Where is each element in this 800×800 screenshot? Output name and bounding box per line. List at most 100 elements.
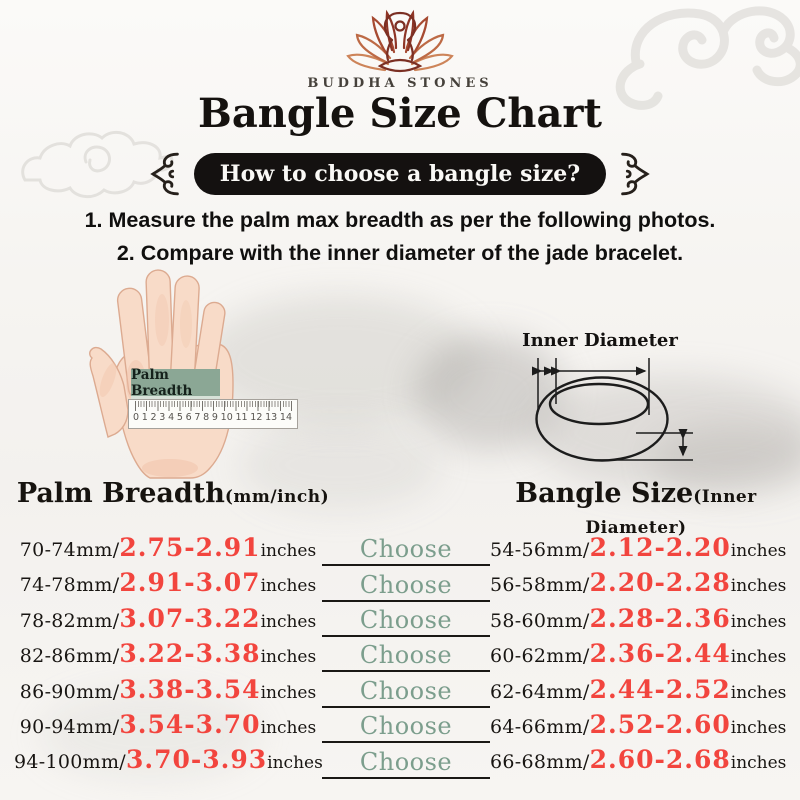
ruler-number: 7 xyxy=(194,412,201,423)
palm-breadth-header: Palm Breadth(mm/inch) xyxy=(8,478,338,514)
ruler-number: 0 xyxy=(133,412,140,423)
inches-unit: inches xyxy=(260,682,317,703)
palm-inch-range: 2.75-2.91 xyxy=(119,533,261,562)
size-table-row: 90-94mm/3.54-3.70inches Choose 64-66mm/2… xyxy=(0,710,800,745)
inches-unit: inches xyxy=(260,717,317,738)
palm-inch-range: 3.38-3.54 xyxy=(119,674,261,704)
choose-link[interactable]: Choose xyxy=(322,535,490,567)
choose-link[interactable]: Choose xyxy=(322,748,490,779)
bangle-mm-range: 66-68mm/ xyxy=(490,751,590,774)
palm-mm-range: 86-90mm/ xyxy=(19,680,120,703)
bangle-mm-range: 60-62mm/ xyxy=(490,645,590,668)
bangle-size-header-unit: (Inner Diameter) xyxy=(585,487,757,538)
choose-cell: Choose xyxy=(322,571,490,602)
choose-link[interactable]: Choose xyxy=(322,712,490,744)
palm-size-cell: 90-94mm/3.54-3.70inches xyxy=(0,710,322,739)
palm-mm-range: 90-94mm/ xyxy=(19,715,120,738)
bangle-mm-range: 64-66mm/ xyxy=(490,715,590,738)
bangle-inch-range: 2.52-2.60 xyxy=(589,709,731,739)
inches-unit: inches xyxy=(730,541,787,561)
ruler-number: 12 xyxy=(250,412,263,423)
bangle-size-cell: 58-60mm/2.28-2.36inches xyxy=(490,604,800,633)
size-table-row: 78-82mm/3.07-3.22inches Choose 58-60mm/2… xyxy=(0,604,800,639)
palm-size-cell: 70-74mm/2.75-2.91inches xyxy=(0,533,322,562)
inches-unit: inches xyxy=(267,753,323,774)
palm-size-cell: 94-100mm/3.70-3.93inches xyxy=(0,745,323,775)
inches-unit: inches xyxy=(260,611,317,632)
ruler-numbers: 0 1 2 3 4 5 6 7 8 9 10 11 xyxy=(130,412,296,423)
ruler-ticks xyxy=(135,401,292,411)
ruler-number: 13 xyxy=(265,412,278,423)
inches-unit: inches xyxy=(730,682,787,703)
inches-unit: inches xyxy=(260,576,317,597)
instruction-line-2: 2. Compare with the inner diameter of th… xyxy=(116,241,684,265)
inches-unit: inches xyxy=(730,647,787,668)
palm-mm-range: 82-86mm/ xyxy=(19,645,120,668)
bangle-size-cell: 66-68mm/2.60-2.68inches xyxy=(490,745,800,774)
inches-unit: inches xyxy=(730,717,787,738)
palm-mm-range: 74-78mm/ xyxy=(19,574,120,597)
bangle-size-cell: 54-56mm/2.12-2.20inches xyxy=(490,533,800,562)
size-table-row: 70-74mm/2.75-2.91inches Choose 54-56mm/2… xyxy=(0,533,800,568)
size-table-row: 74-78mm/2.91-3.07inches Choose 56-58mm/2… xyxy=(0,568,800,603)
choose-cell: Choose xyxy=(322,748,490,779)
palm-size-cell: 82-86mm/3.22-3.38inches xyxy=(0,639,322,668)
palm-inch-range: 3.70-3.93 xyxy=(126,745,268,775)
page-title: Bangle Size Chart xyxy=(198,90,602,137)
palm-inch-range: 3.54-3.70 xyxy=(119,709,261,739)
palm-size-cell: 86-90mm/3.38-3.54inches xyxy=(0,675,322,704)
ruler-number: 11 xyxy=(235,412,248,423)
size-table-row: 86-90mm/3.38-3.54inches Choose 62-64mm/2… xyxy=(0,675,800,710)
bangle-size-cell: 62-64mm/2.44-2.52inches xyxy=(490,675,800,704)
bangle-size-header-title: Bangle Size xyxy=(515,478,694,509)
palm-inch-range: 3.07-3.22 xyxy=(119,603,261,633)
ruler-number: 3 xyxy=(159,412,166,423)
size-table-row: 82-86mm/3.22-3.38inches Choose 60-62mm/2… xyxy=(0,639,800,674)
palm-size-cell: 78-82mm/3.07-3.22inches xyxy=(0,604,322,633)
bangle-mm-range: 58-60mm/ xyxy=(490,609,590,632)
bangle-inch-range: 2.28-2.36 xyxy=(589,603,731,633)
bangle-size-header: Bangle Size(Inner Diameter) xyxy=(468,478,800,538)
brand-name: BUDDHA STONES xyxy=(307,76,493,91)
choose-link[interactable]: Choose xyxy=(322,641,490,673)
choose-link[interactable]: Choose xyxy=(322,606,490,637)
ruler-number: 9 xyxy=(211,412,218,423)
palm-mm-range: 94-100mm/ xyxy=(14,751,126,774)
ruler-number: 5 xyxy=(176,412,183,423)
bangle-size-cell: 56-58mm/2.20-2.28inches xyxy=(490,568,800,597)
palm-size-cell: 74-78mm/2.91-3.07inches xyxy=(0,568,322,597)
bangle-diagram-icon xyxy=(532,358,693,462)
palm-breadth-header-title: Palm Breadth xyxy=(16,478,225,509)
palm-breadth-band-label: Palm Breadth xyxy=(131,367,220,399)
bangle-size-cell: 60-62mm/2.36-2.44inches xyxy=(490,639,800,668)
choose-link[interactable]: Choose xyxy=(322,571,490,602)
inches-unit: inches xyxy=(730,576,787,597)
bangle-inch-range: 2.44-2.52 xyxy=(589,674,731,704)
palm-inch-range: 2.91-3.07 xyxy=(119,568,261,598)
inches-unit: inches xyxy=(260,541,317,561)
choose-cell: Choose xyxy=(322,606,490,637)
inches-unit: inches xyxy=(730,753,787,774)
choose-link[interactable]: Choose xyxy=(322,677,490,708)
bangle-inch-range: 2.12-2.20 xyxy=(589,533,731,562)
choose-cell: Choose xyxy=(322,677,490,708)
bangle-mm-range: 62-64mm/ xyxy=(490,680,590,703)
ruler-number: 14 xyxy=(279,412,292,423)
bangle-mm-range: 54-56mm/ xyxy=(490,539,590,561)
band-underlay xyxy=(131,396,220,400)
choose-cell: Choose xyxy=(322,712,490,744)
bangle-size-cell: 64-66mm/2.52-2.60inches xyxy=(490,710,800,739)
size-table-row: 94-100mm/3.70-3.93inches Choose 66-68mm/… xyxy=(0,745,800,780)
palm-mm-range: 78-82mm/ xyxy=(19,609,120,632)
instruction-line-1: 1. Measure the palm max breadth as per t… xyxy=(84,208,716,232)
banner-row: How to choose a bangle size? xyxy=(0,149,800,199)
lotus-meditation-icon xyxy=(346,9,454,73)
ruler-number: 1 xyxy=(141,412,148,423)
question-banner: How to choose a bangle size? xyxy=(193,153,607,195)
inches-unit: inches xyxy=(260,647,317,668)
inner-diameter-label: Inner Diameter xyxy=(522,330,678,351)
bangle-inch-range: 2.36-2.44 xyxy=(589,639,731,669)
size-table: 70-74mm/2.75-2.91inches Choose 54-56mm/2… xyxy=(0,533,800,781)
bangle-inch-range: 2.20-2.28 xyxy=(589,568,731,598)
